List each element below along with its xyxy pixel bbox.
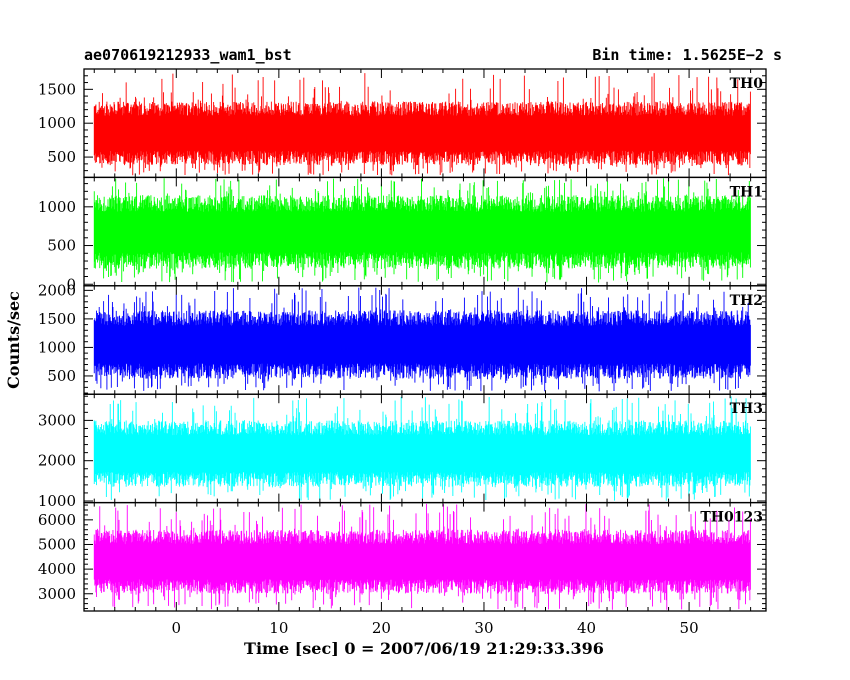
y-tick-label: 3000 bbox=[38, 411, 76, 429]
x-tick-label: 20 bbox=[372, 619, 391, 637]
series-th0 bbox=[93, 73, 751, 176]
y-tick-label: 3000 bbox=[38, 585, 76, 603]
chart-title-right: Bin time: 1.5625E−2 s bbox=[592, 46, 782, 64]
panel-name: TH0 bbox=[730, 76, 764, 92]
x-tick-label: 40 bbox=[577, 619, 596, 637]
y-tick-label: 1500 bbox=[38, 80, 76, 98]
y-tick-label: 500 bbox=[47, 237, 76, 255]
panel-name: TH2 bbox=[730, 293, 763, 309]
panel-th1: 0 500 1000 TH1 bbox=[38, 176, 767, 293]
y-tick-label: 1000 bbox=[38, 114, 76, 132]
y-tick-label: 500 bbox=[47, 367, 76, 385]
x-tick-label: 0 bbox=[172, 619, 182, 637]
y-tick-label: 6000 bbox=[38, 511, 76, 529]
y-tick-label: 1000 bbox=[38, 338, 76, 356]
y-tick-label: 1000 bbox=[38, 198, 76, 216]
y-tick-label: 500 bbox=[47, 148, 76, 166]
y-tick-label: 1500 bbox=[38, 310, 76, 328]
series-th3 bbox=[93, 396, 751, 501]
y-tick-label: 0 bbox=[66, 275, 76, 293]
series-th2 bbox=[93, 287, 751, 392]
panel-name: TH0123 bbox=[700, 510, 763, 526]
x-tick-label: 50 bbox=[680, 619, 699, 637]
panel-name: TH3 bbox=[730, 401, 763, 417]
x-axis-label: Time [sec] 0 = 2007/06/19 21:29:33.396 bbox=[244, 639, 604, 658]
chart-title-left: ae070619212933_wam1_bst bbox=[84, 46, 292, 64]
panel-frame bbox=[83, 501, 767, 612]
panel-th0: 500 1000 1500 TH0 bbox=[38, 68, 767, 179]
series-th1 bbox=[93, 178, 751, 283]
y-tick-label: 4000 bbox=[38, 560, 76, 578]
series-th0123 bbox=[93, 503, 751, 610]
y-axis-label: Counts/sec bbox=[4, 291, 23, 389]
y-tick-label: 1000 bbox=[38, 492, 76, 510]
panel-th0123: 3000 4000 5000 6000 TH0123 bbox=[38, 501, 767, 612]
panel-name: TH1 bbox=[730, 184, 763, 200]
x-tick-label: 30 bbox=[474, 619, 493, 637]
panel-th2: 500 1000 1500 2000 TH2 bbox=[38, 281, 767, 395]
y-tick-label: 2000 bbox=[38, 452, 76, 470]
y-tick-label: 5000 bbox=[38, 535, 76, 553]
x-tick-label: 10 bbox=[269, 619, 288, 637]
y-tick-label: 2000 bbox=[38, 281, 76, 299]
panel-th3: 1000 2000 3000 TH3 bbox=[38, 393, 767, 510]
